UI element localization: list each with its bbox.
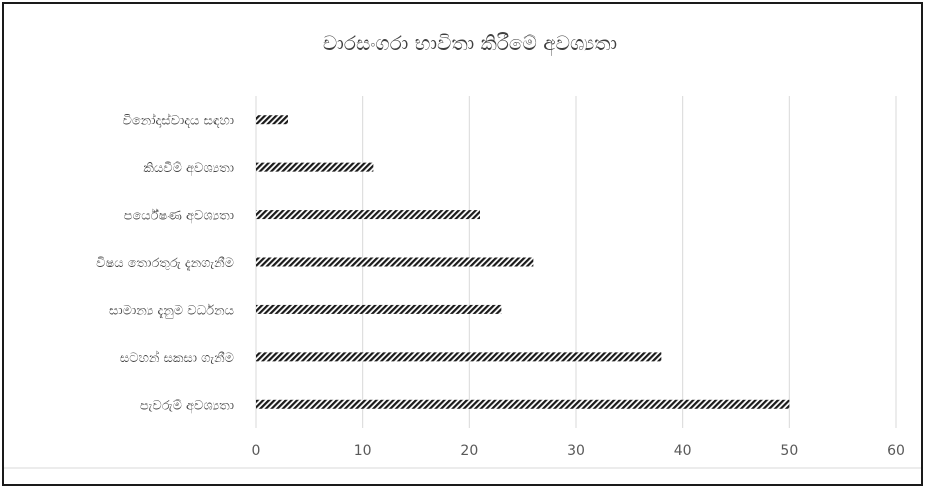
- x-tick-label: 40: [674, 443, 692, 459]
- bar: [256, 399, 790, 409]
- bar: [256, 352, 662, 362]
- bars: [256, 115, 790, 409]
- bar: [256, 304, 502, 314]
- x-tick-labels: 0 10 20 30 40 50 60: [252, 443, 905, 459]
- gridlines: [4, 96, 921, 469]
- category-label: විෂය තොරතුරු දැනගැනීම: [96, 256, 234, 271]
- x-tick-label: 60: [887, 443, 905, 459]
- bar: [256, 210, 480, 220]
- category-label: පර්යේෂණ අවශ්‍යතා: [124, 208, 234, 224]
- x-tick-label: 10: [354, 443, 372, 459]
- category-label: විනෝදාස්වාදය සඳහා: [122, 113, 234, 129]
- chart-title: චාරසංගරා භාවිතා කිරීමේ අවශ්‍යතා: [323, 31, 617, 56]
- category-label: සටහන් සකසා ගැනීම: [120, 350, 234, 366]
- x-tick-label: 20: [460, 443, 478, 459]
- bar: [256, 162, 374, 172]
- category-label: සාමාන්‍ය දැනුම වර්ධනය: [109, 302, 234, 318]
- category-label: කියවීම් අවශ්‍යතා: [143, 161, 234, 176]
- category-labels: විනෝදාස්වාදය සඳහා කියවීම් අවශ්‍යතා පර්යේෂණ…: [96, 113, 234, 414]
- category-label: පැවරුම් අවශ්‍යතා: [140, 398, 234, 413]
- x-tick-label: 0: [252, 443, 261, 459]
- x-tick-label: 30: [567, 443, 585, 459]
- x-tick-label: 50: [780, 443, 798, 459]
- bar: [256, 115, 288, 125]
- bar: [256, 257, 534, 267]
